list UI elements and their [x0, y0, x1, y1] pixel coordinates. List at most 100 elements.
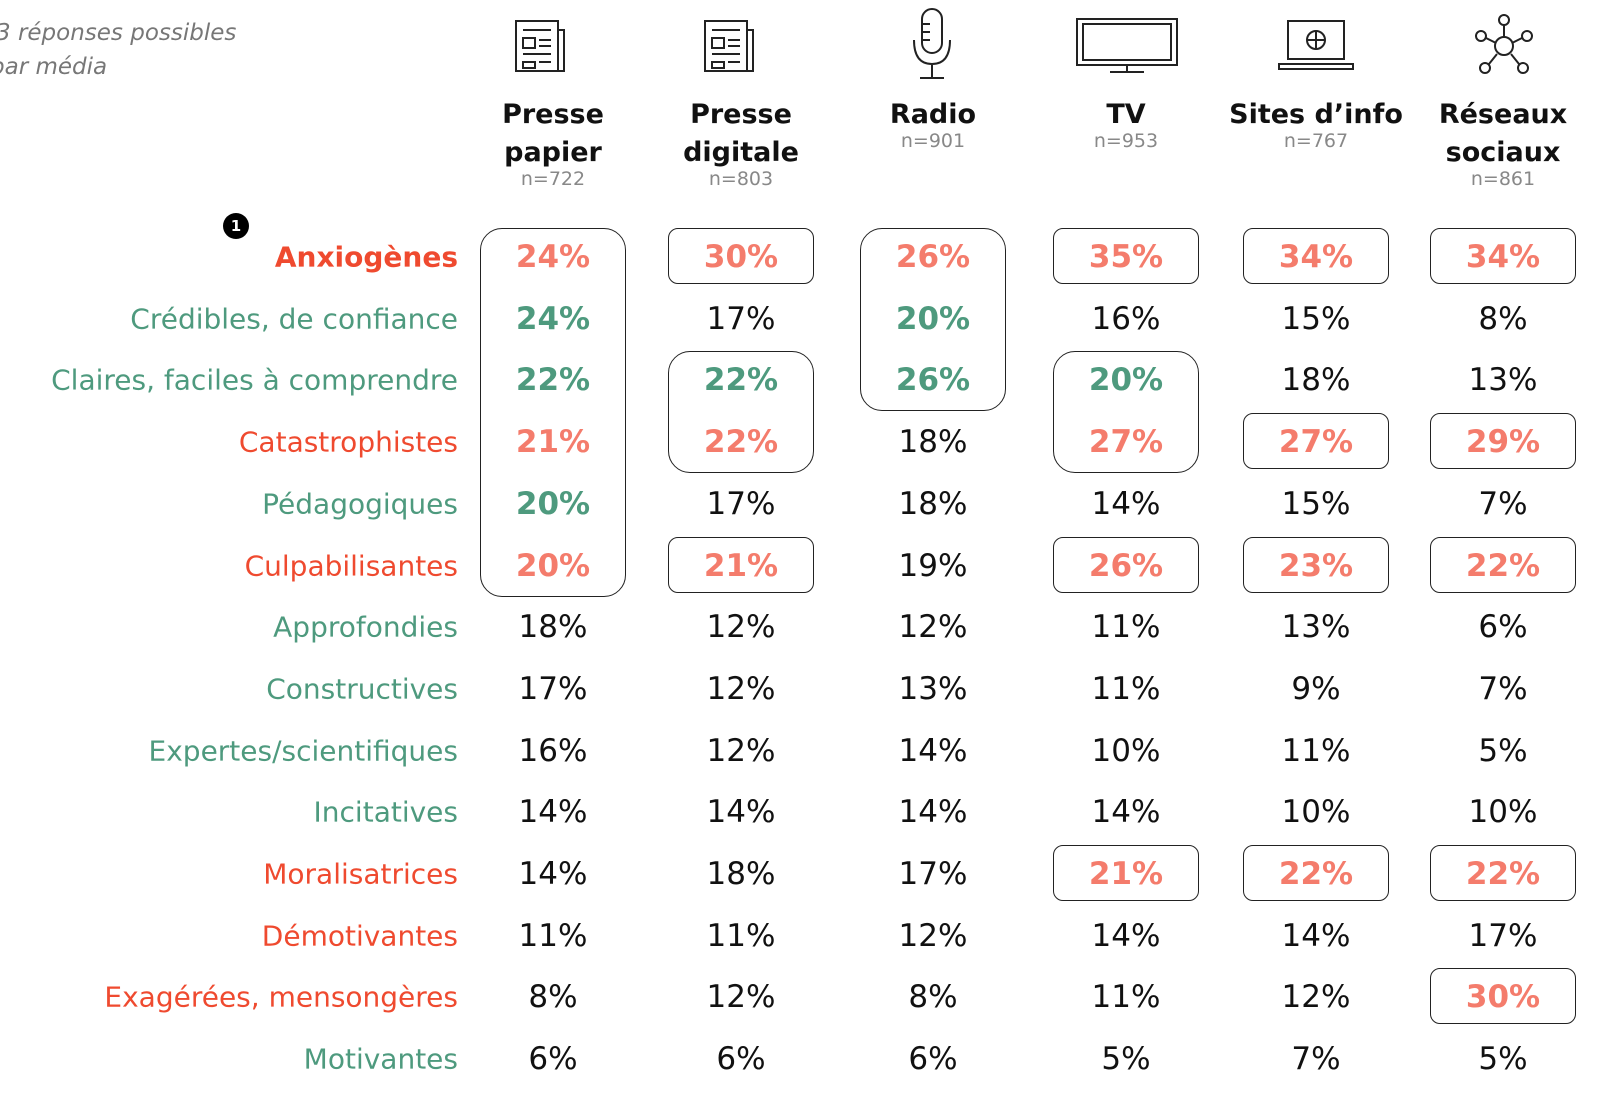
laptop-icon [1278, 20, 1354, 70]
column-name: Presse [502, 99, 604, 130]
cell: 6% [528, 1041, 578, 1078]
column-name: digitale [683, 137, 799, 168]
cell: 12% [706, 732, 776, 769]
cell: 14% [898, 732, 968, 769]
cell: 14% [1091, 794, 1161, 831]
cell: 13% [1281, 609, 1351, 646]
cell: 14% [1281, 917, 1351, 954]
cell: 10% [1281, 794, 1351, 831]
highlight-box [668, 536, 814, 593]
cell: 11% [1091, 670, 1161, 707]
cell: 17% [706, 300, 776, 337]
column-name: Radio [889, 99, 977, 130]
row-label: Crédibles, de confiance [130, 302, 458, 336]
network-icon [1475, 14, 1533, 74]
row-label: Approfondies [273, 610, 458, 644]
cell: 30% [703, 239, 779, 275]
row-label: Démotivantes [261, 919, 458, 953]
cell: 9% [1291, 670, 1341, 707]
cell: 8% [1478, 300, 1528, 337]
row-label: Constructives [266, 672, 458, 706]
cell: 16% [518, 732, 588, 769]
cell: 15% [1281, 300, 1351, 337]
cell: 6% [716, 1041, 766, 1078]
cell: 5% [1101, 1041, 1151, 1078]
cell: 22% [703, 362, 779, 399]
highlight-box [1053, 536, 1199, 593]
highlight-box [1053, 228, 1199, 284]
cell: 24% [515, 300, 591, 337]
cell: 6% [1478, 609, 1528, 646]
highlight-box [1430, 968, 1576, 1025]
cell: 20% [1088, 362, 1164, 399]
cell: 12% [706, 670, 776, 707]
row-label: Moralisatrices [263, 857, 458, 891]
newspaper-icon [704, 20, 754, 72]
cell: 13% [1468, 362, 1538, 399]
microphone-icon [913, 8, 951, 79]
highlight-box [1430, 413, 1576, 470]
note: par média [0, 54, 108, 80]
column-name: TV [1106, 99, 1146, 130]
cell: 17% [706, 485, 776, 522]
cell: 26% [895, 239, 971, 275]
cell: 5% [1478, 732, 1528, 769]
cell: 18% [518, 609, 588, 646]
cell: 11% [1091, 609, 1161, 646]
cell: 21% [1088, 856, 1164, 892]
highlight-box [668, 351, 814, 474]
row-label: Pédagogiques [262, 487, 458, 521]
cell: 10% [1468, 794, 1538, 831]
cell: 8% [528, 979, 578, 1016]
highlight-box [1430, 845, 1576, 901]
highlight-box [1430, 536, 1576, 593]
column-n: n=953 [1093, 130, 1159, 152]
cell: 7% [1478, 670, 1528, 707]
cell: 20% [515, 547, 591, 584]
cell: 17% [518, 670, 588, 707]
highlight-box [480, 228, 626, 597]
cell: 22% [1465, 547, 1541, 584]
highlight-box [1430, 228, 1576, 284]
cell: 10% [1091, 732, 1161, 769]
cell: 14% [1091, 917, 1161, 954]
cell: 14% [518, 856, 588, 892]
cell: 11% [1281, 732, 1351, 769]
cell: 14% [898, 794, 968, 831]
cell: 12% [706, 979, 776, 1016]
cell: 22% [1465, 856, 1541, 892]
row-label: Claires, faciles à comprendre [51, 363, 458, 397]
cell: 12% [1281, 979, 1351, 1016]
column-n: n=767 [1283, 130, 1349, 152]
cell: 20% [895, 300, 971, 337]
row-label: Anxiogènes [274, 240, 458, 274]
cell: 14% [706, 794, 776, 831]
column-name: Sites d’info [1229, 99, 1403, 130]
column-name: Presse [690, 99, 792, 130]
cell: 19% [898, 547, 968, 584]
cell: 30% [1465, 979, 1541, 1016]
cell: 34% [1278, 239, 1354, 275]
cell: 34% [1465, 239, 1541, 275]
cell: 13% [898, 670, 968, 707]
highlight-box [1053, 351, 1199, 474]
highlight-box [1053, 845, 1199, 901]
cell: 11% [1091, 979, 1161, 1016]
cell: 18% [898, 424, 968, 461]
cell: 12% [706, 609, 776, 646]
highlight-box [1243, 536, 1389, 593]
column-name: sociaux [1445, 137, 1561, 168]
cell: 26% [1088, 547, 1164, 584]
cell: 16% [1091, 300, 1161, 337]
cell: 5% [1478, 1041, 1528, 1078]
cell: 18% [1281, 362, 1351, 399]
note: 3 réponses possibles [0, 20, 237, 46]
cell: 14% [1091, 485, 1161, 522]
row-label: Expertes/scientifiques [148, 734, 458, 768]
highlight-box [1243, 845, 1389, 901]
cell: 26% [895, 362, 971, 399]
cell: 24% [515, 239, 591, 275]
tv-icon [1076, 18, 1178, 73]
row-label: Incitatives [313, 795, 458, 829]
